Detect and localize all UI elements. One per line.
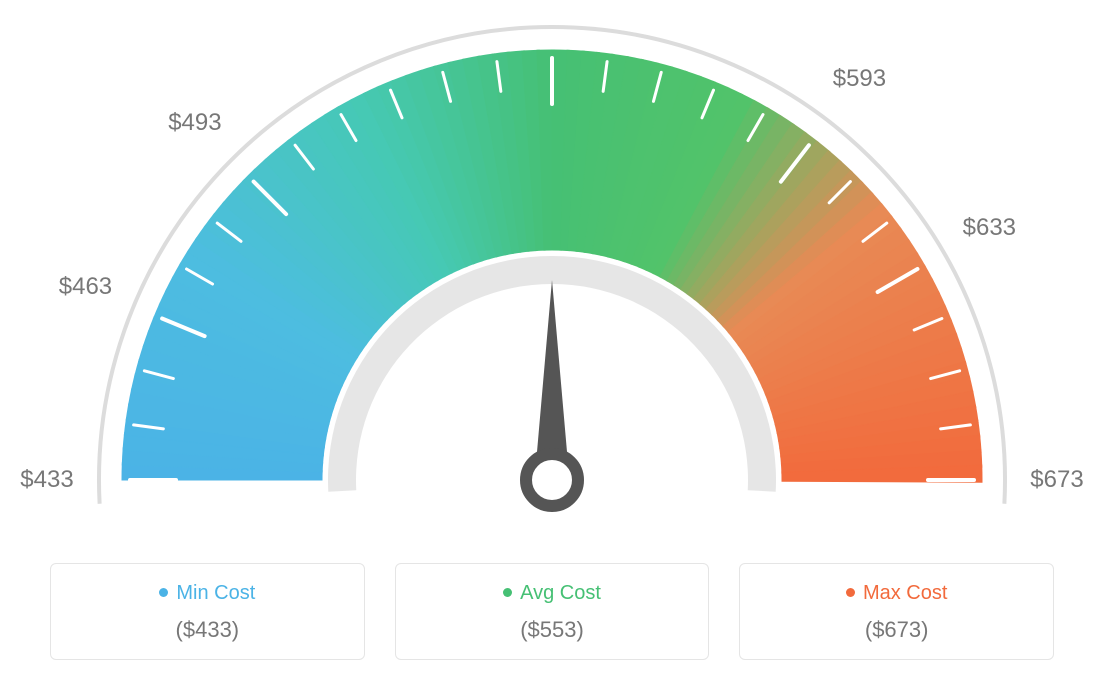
gauge-tick-label: $433	[20, 466, 73, 494]
legend-avg-value: ($553)	[406, 617, 699, 643]
gauge-tick-label: $463	[59, 273, 112, 301]
dot-avg-icon	[503, 588, 512, 597]
dot-min-icon	[159, 588, 168, 597]
gauge-svg	[0, 0, 1104, 545]
gauge-tick-label: $493	[168, 109, 221, 137]
legend-avg-label: Avg Cost	[520, 582, 601, 604]
legend-row: Min Cost ($433) Avg Cost ($553) Max Cost…	[50, 563, 1054, 660]
gauge-tick-label: $593	[833, 65, 886, 93]
gauge-tick-label: $633	[963, 214, 1016, 242]
dot-max-icon	[846, 588, 855, 597]
legend-max-label: Max Cost	[863, 582, 947, 604]
gauge-tick-label: $673	[1030, 466, 1083, 494]
legend-max-value: ($673)	[750, 617, 1043, 643]
legend-card-avg: Avg Cost ($553)	[395, 563, 710, 660]
legend-max-title: Max Cost	[750, 582, 1043, 605]
legend-card-min: Min Cost ($433)	[50, 563, 365, 660]
legend-min-label: Min Cost	[176, 582, 255, 604]
legend-avg-title: Avg Cost	[406, 582, 699, 605]
gauge-chart: $433$463$493$553$593$633$673	[0, 0, 1104, 545]
legend-min-title: Min Cost	[61, 582, 354, 605]
legend-card-max: Max Cost ($673)	[739, 563, 1054, 660]
legend-min-value: ($433)	[61, 617, 354, 643]
